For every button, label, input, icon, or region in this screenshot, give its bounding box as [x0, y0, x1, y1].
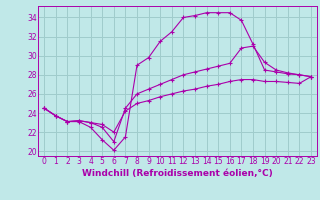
X-axis label: Windchill (Refroidissement éolien,°C): Windchill (Refroidissement éolien,°C)	[82, 169, 273, 178]
